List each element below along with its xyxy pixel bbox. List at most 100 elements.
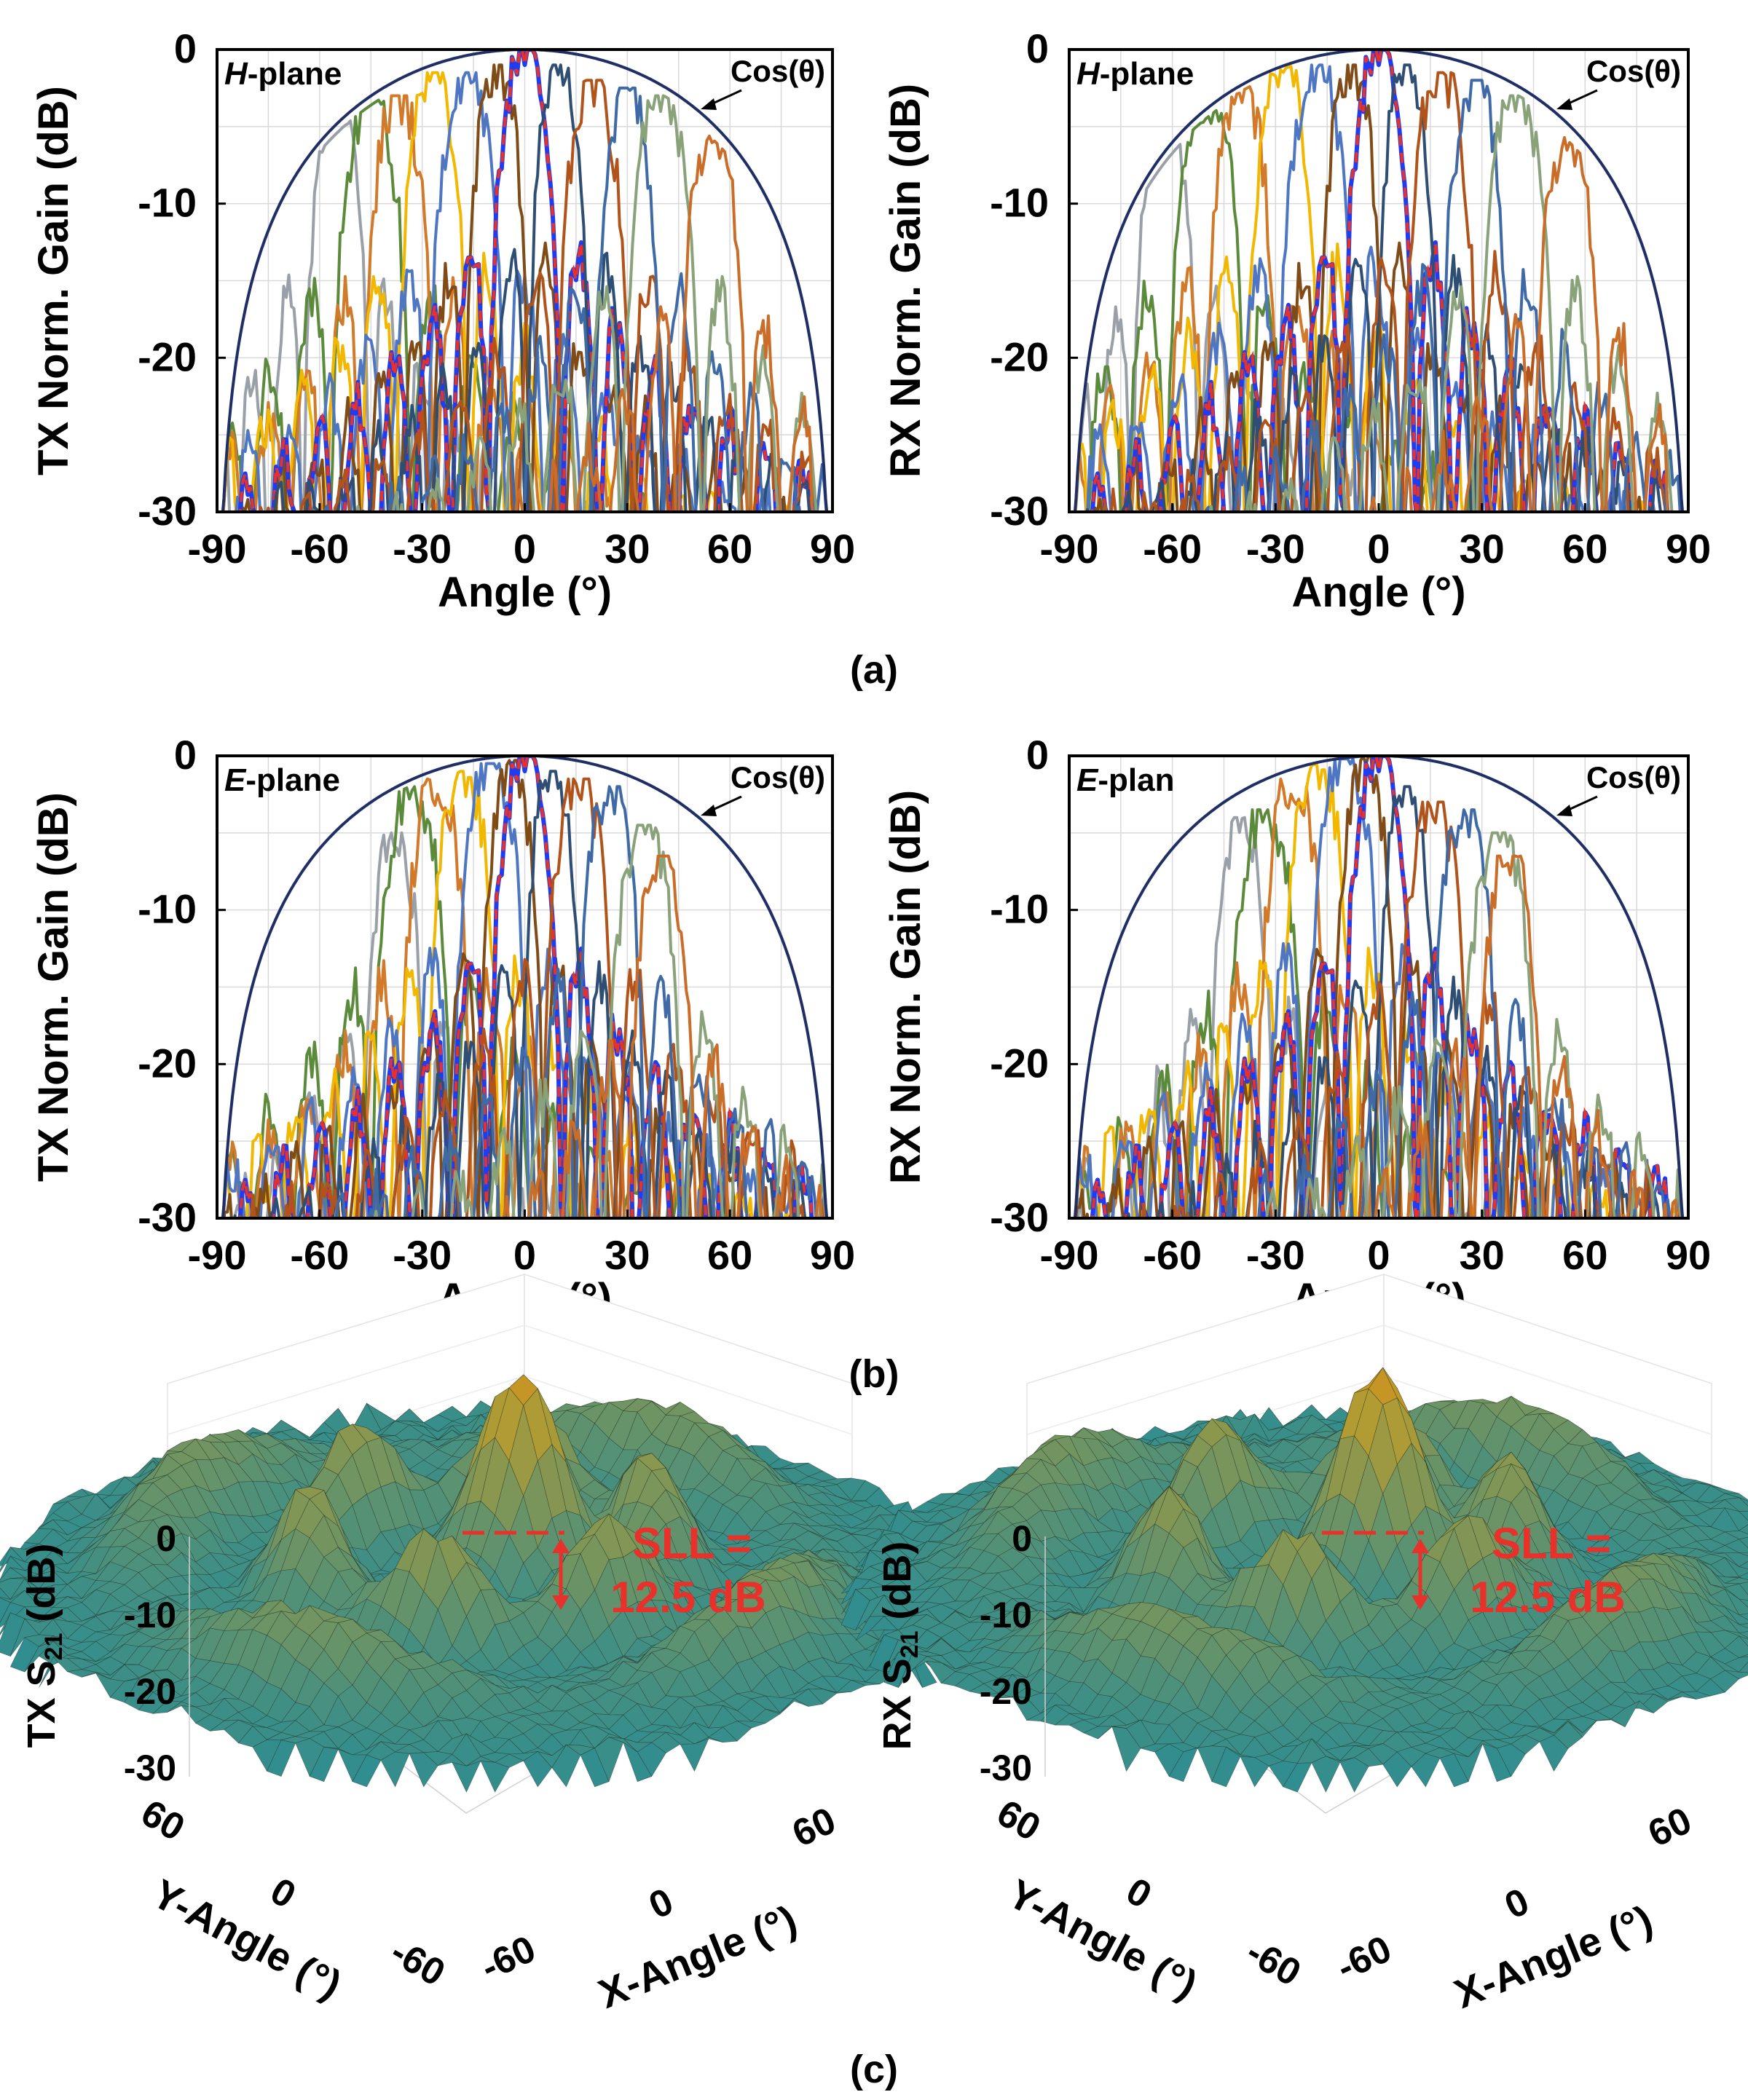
beam-7-simulated-series — [238, 756, 814, 1218]
plane-label: H-plane — [224, 56, 342, 92]
y-tick-label: -20 — [138, 1040, 197, 1086]
x-tick-label: 90 — [810, 526, 855, 572]
sll-label-line2: 12.5 dB — [1470, 1573, 1625, 1622]
envelope-arrow-head — [701, 98, 717, 110]
beam-7-simulated-series — [1090, 50, 1669, 512]
plane-label: E-plane — [224, 762, 340, 798]
x-tick-label: -30 — [1246, 1232, 1305, 1278]
y-tick-label: -10 — [990, 180, 1049, 226]
y-tick-label: -30 — [990, 488, 1049, 534]
envelope-label: Cos(θ) — [1586, 760, 1681, 794]
sll-arrow-head-down — [1412, 1595, 1429, 1610]
x-tick-label: 0 — [1367, 1232, 1390, 1278]
x-tick-label: 0 — [1367, 526, 1390, 572]
cos-envelope-series — [1073, 756, 1685, 1218]
surface-patch — [1411, 1753, 1441, 1788]
beam-10-series — [323, 86, 828, 512]
panel-label-a: (a) — [850, 648, 898, 692]
beam-4-series — [1073, 762, 1681, 1218]
sll-arrow-head-up — [1412, 1539, 1429, 1553]
sll-arrow-head-up — [552, 1539, 570, 1553]
panel-label-b: (b) — [849, 1352, 899, 1396]
x-tick-label: -90 — [1040, 526, 1099, 572]
y-tick-label: -30 — [990, 1194, 1049, 1240]
x-axis-label: Angle (°) — [438, 569, 612, 616]
surface-patch — [380, 1751, 410, 1788]
x-tick-label: 60 — [707, 1232, 752, 1278]
plane-label: E-plan — [1076, 762, 1174, 798]
surface-patch — [1283, 1762, 1312, 1793]
cos-envelope-series — [221, 50, 829, 512]
z-tick-label: -10 — [124, 1595, 176, 1635]
beam-1-series — [1074, 143, 1426, 512]
x-tick-label: 60 — [1562, 526, 1607, 572]
y-axis-label: TX Norm. Gain (dB) — [30, 86, 77, 475]
envelope-label: Cos(θ) — [731, 54, 825, 88]
x-tick-label: -30 — [393, 526, 452, 572]
surface-patch — [1739, 1662, 1748, 1673]
surface-patch — [1539, 1734, 1569, 1772]
beam-10-series — [302, 785, 818, 1218]
sll-label-line1: SLL = — [632, 1519, 752, 1568]
envelope-arrow-head — [701, 805, 717, 816]
beam-12-series — [481, 134, 814, 512]
z-tick-label: -20 — [980, 1671, 1032, 1712]
beam-8-series — [233, 770, 807, 1218]
y-tick-label: -30 — [138, 488, 197, 534]
z-tick-label: -10 — [980, 1595, 1032, 1635]
x-tick-label: -60 — [290, 1232, 349, 1278]
surface-patch — [1739, 1561, 1748, 1570]
surface-patch — [480, 1761, 510, 1793]
z-axis-label: TX S21 (dB) — [20, 1544, 68, 1748]
plot-area — [1073, 756, 1685, 1218]
cos-envelope-series — [221, 756, 829, 1218]
surface-patch — [1738, 1613, 1748, 1620]
x-tick-label: 90 — [1666, 1232, 1711, 1278]
beam-12-series — [1339, 854, 1679, 1218]
x-tick-label: -90 — [188, 1232, 247, 1278]
beam-10-series — [1192, 808, 1672, 1218]
surface-patch — [1382, 1751, 1412, 1788]
y-axis-label: RX Norm. Gain (dB) — [882, 790, 929, 1184]
x-tick-label: 90 — [1666, 526, 1711, 572]
beam-7-simulated-series — [1090, 756, 1669, 1218]
surface-patch — [551, 1744, 581, 1788]
sll-label-line2: 12.5 dB — [610, 1573, 765, 1622]
beam-12-series — [1369, 136, 1669, 512]
surface-patch — [452, 1760, 481, 1793]
surface-patch — [0, 1587, 12, 1600]
wall-grid-line — [524, 1325, 853, 1435]
envelope-arrow-head — [1556, 805, 1572, 816]
panel-label-c: (c) — [850, 2048, 898, 2091]
beam-6-series — [240, 63, 811, 512]
beam-11-series — [1208, 94, 1674, 512]
z-tick-label: 0 — [1012, 1518, 1032, 1559]
sll-arrow-head-down — [552, 1595, 570, 1610]
surface-patch — [309, 1746, 339, 1783]
surface-patch — [623, 1742, 653, 1783]
plane-label: H-plane — [1076, 56, 1194, 92]
y-tick-label: 0 — [174, 732, 197, 778]
x-tick-label: 30 — [1460, 526, 1505, 572]
surface-patch — [409, 1752, 438, 1788]
y-tick-label: 0 — [1026, 25, 1049, 71]
x-tick-label: 0 — [513, 1232, 536, 1278]
beam-9-series — [1076, 71, 1667, 512]
x-tick-label: -60 — [290, 526, 349, 572]
z-axis-label: RX S21 (dB) — [875, 1542, 924, 1750]
z-tick-label: -30 — [124, 1748, 176, 1788]
wall-grid-line — [1026, 1325, 1385, 1435]
surface-patch — [1738, 1598, 1748, 1608]
x-tick-label: 60 — [1562, 1232, 1607, 1278]
beam-9-series — [1103, 800, 1684, 1218]
surface-patch — [0, 1598, 11, 1624]
surface-patch — [1439, 1753, 1469, 1788]
beam-8-series — [1126, 785, 1661, 1218]
beam-9-series — [259, 79, 817, 512]
x-tick-label: -30 — [393, 1232, 452, 1278]
surface-patch — [1482, 1743, 1512, 1783]
